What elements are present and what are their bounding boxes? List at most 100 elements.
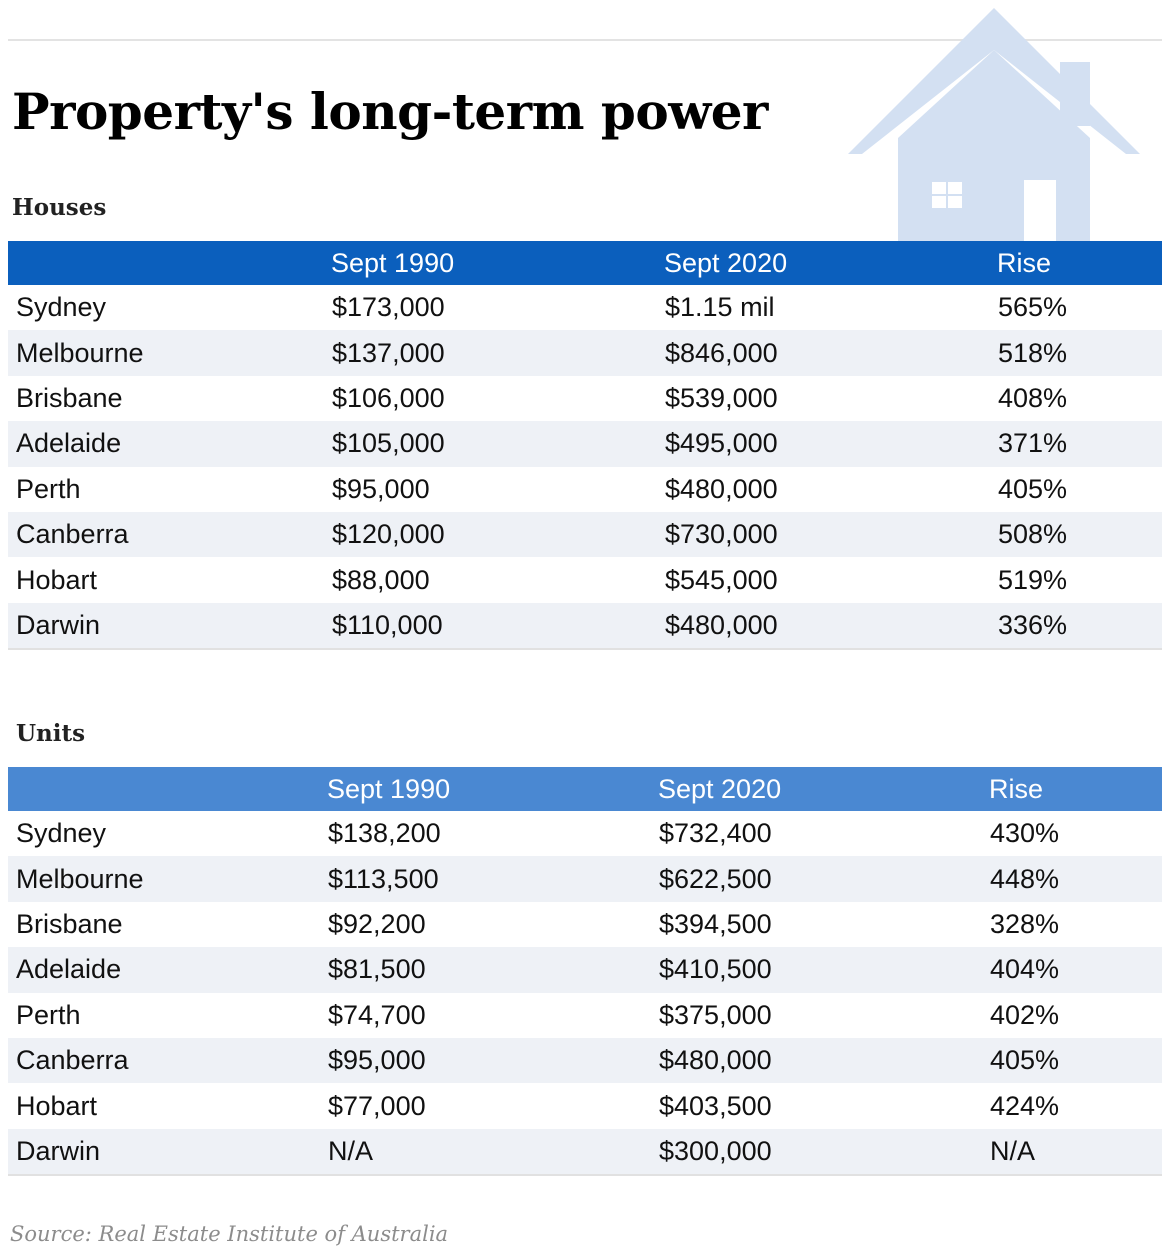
- column-header: [8, 767, 315, 811]
- city-cell: Canberra: [8, 511, 319, 558]
- value-cell: $88,000: [332, 564, 430, 595]
- house-illustration-icon: [848, 8, 1140, 244]
- table-row: Hobart $77,000 $403,500 424%: [8, 1083, 1162, 1128]
- houses-table-body: Sydney $173,000 $1.15 mil 565% Melbourne $137…: [8, 285, 1162, 651]
- table-row: Darwin N/A $300,000 N/A: [8, 1128, 1162, 1177]
- value-cell: $394,500: [659, 908, 772, 939]
- value-cell: $173,000: [332, 292, 445, 323]
- value-cell: 405%: [977, 1037, 1162, 1084]
- value-cell: $622,500: [646, 856, 977, 902]
- table-row: Perth $95,000 $480,000 405%: [8, 467, 1162, 512]
- table-row: Canberra $120,000 $730,000 508%: [8, 511, 1162, 558]
- table-row: Darwin $110,000 $480,000 336%: [8, 602, 1162, 651]
- value-cell: $77,000: [328, 1090, 426, 1121]
- city-cell: Brisbane: [16, 908, 123, 939]
- value-cell: 404%: [977, 947, 1162, 993]
- city-cell: Melbourne: [8, 330, 319, 376]
- value-cell: 371%: [985, 421, 1162, 467]
- value-cell: N/A: [315, 1128, 646, 1177]
- column-header: Sept 2020: [652, 241, 985, 285]
- city-cell: Perth: [16, 473, 81, 504]
- table-row: Melbourne $113,500 $622,500 448%: [8, 856, 1162, 902]
- table-row: Perth $74,700 $375,000 402%: [8, 993, 1162, 1038]
- value-cell: $120,000: [319, 511, 652, 558]
- city-cell: Hobart: [16, 564, 98, 595]
- table-row: Sydney $138,200 $732,400 430%: [8, 811, 1162, 856]
- column-header: Sept 1990: [315, 767, 646, 811]
- value-cell: $138,200: [328, 818, 441, 849]
- value-cell: 408%: [998, 382, 1068, 413]
- value-cell: $846,000: [652, 330, 985, 376]
- table-row: Canberra $95,000 $480,000 405%: [8, 1037, 1162, 1084]
- value-cell: 565%: [998, 292, 1068, 323]
- value-cell: $480,000: [652, 602, 985, 651]
- houses-section-label: Houses: [12, 194, 107, 221]
- page-title: Property's long-term power: [12, 82, 768, 141]
- value-cell: 519%: [998, 564, 1068, 595]
- value-cell: $539,000: [665, 382, 778, 413]
- value-cell: 424%: [990, 1090, 1060, 1121]
- value-cell: $113,500: [315, 856, 646, 902]
- column-header: Rise: [977, 767, 1162, 811]
- value-cell: 448%: [977, 856, 1162, 902]
- city-cell: Hobart: [16, 1090, 98, 1121]
- city-cell: Perth: [16, 999, 81, 1030]
- value-cell: $410,500: [646, 947, 977, 993]
- value-cell: 402%: [990, 999, 1060, 1030]
- city-cell: Sydney: [16, 818, 107, 849]
- top-divider: [8, 39, 1162, 41]
- value-cell: $545,000: [665, 564, 778, 595]
- value-cell: $300,000: [646, 1128, 977, 1177]
- column-header: Rise: [985, 241, 1162, 285]
- value-cell: $81,500: [315, 947, 646, 993]
- table-row: Melbourne $137,000 $846,000 518%: [8, 330, 1162, 376]
- table-row: Sydney $173,000 $1.15 mil 565%: [8, 285, 1162, 330]
- value-cell: $74,700: [328, 999, 426, 1030]
- units-table-body: Sydney $138,200 $732,400 430% Melbourne $113,…: [8, 811, 1162, 1177]
- value-cell: $1.15 mil: [665, 292, 775, 323]
- city-cell: Adelaide: [8, 421, 319, 467]
- value-cell: 518%: [985, 330, 1162, 376]
- value-cell: 508%: [985, 511, 1162, 558]
- city-cell: Melbourne: [8, 856, 315, 902]
- units-header-row: Sept 1990 Sept 2020 Rise: [8, 767, 1162, 811]
- table-row: Brisbane $106,000 $539,000 408%: [8, 376, 1162, 421]
- houses-table: Sept 1990 Sept 2020 Rise Sydney $173,000 $…: [8, 241, 1162, 651]
- city-cell: Darwin: [8, 602, 319, 651]
- column-header: Sept 2020: [646, 767, 977, 811]
- value-cell: $105,000: [319, 421, 652, 467]
- value-cell: N/A: [977, 1128, 1162, 1177]
- units-table: Sept 1990 Sept 2020 Rise Sydney $138,200 $…: [8, 767, 1162, 1177]
- table-row: Brisbane $92,200 $394,500 328%: [8, 902, 1162, 947]
- value-cell: $730,000: [652, 511, 985, 558]
- table-row: Adelaide $81,500 $410,500 404%: [8, 947, 1162, 993]
- value-cell: $95,000: [315, 1037, 646, 1084]
- city-cell: Canberra: [8, 1037, 315, 1084]
- value-cell: $480,000: [646, 1037, 977, 1084]
- city-cell: Brisbane: [16, 382, 123, 413]
- value-cell: 405%: [998, 473, 1068, 504]
- value-cell: $732,400: [659, 818, 772, 849]
- table-row: Hobart $88,000 $545,000 519%: [8, 557, 1162, 602]
- value-cell: 336%: [985, 602, 1162, 651]
- value-cell: $95,000: [332, 473, 430, 504]
- value-cell: 430%: [990, 818, 1060, 849]
- value-cell: $480,000: [665, 473, 778, 504]
- value-cell: 328%: [990, 908, 1060, 939]
- table-row: Adelaide $105,000 $495,000 371%: [8, 421, 1162, 467]
- value-cell: $110,000: [319, 602, 652, 651]
- value-cell: $106,000: [332, 382, 445, 413]
- value-cell: $403,500: [659, 1090, 772, 1121]
- source-note: Source: Real Estate Institute of Austral…: [10, 1222, 449, 1246]
- value-cell: $137,000: [319, 330, 652, 376]
- houses-header-row: Sept 1990 Sept 2020 Rise: [8, 241, 1162, 285]
- units-section-label: Units: [16, 720, 86, 747]
- city-cell: Adelaide: [8, 947, 315, 993]
- value-cell: $92,200: [328, 908, 426, 939]
- city-cell: Sydney: [16, 292, 107, 323]
- city-cell: Darwin: [8, 1128, 315, 1177]
- column-header: [8, 241, 319, 285]
- value-cell: $375,000: [659, 999, 772, 1030]
- value-cell: $495,000: [652, 421, 985, 467]
- column-header: Sept 1990: [319, 241, 652, 285]
